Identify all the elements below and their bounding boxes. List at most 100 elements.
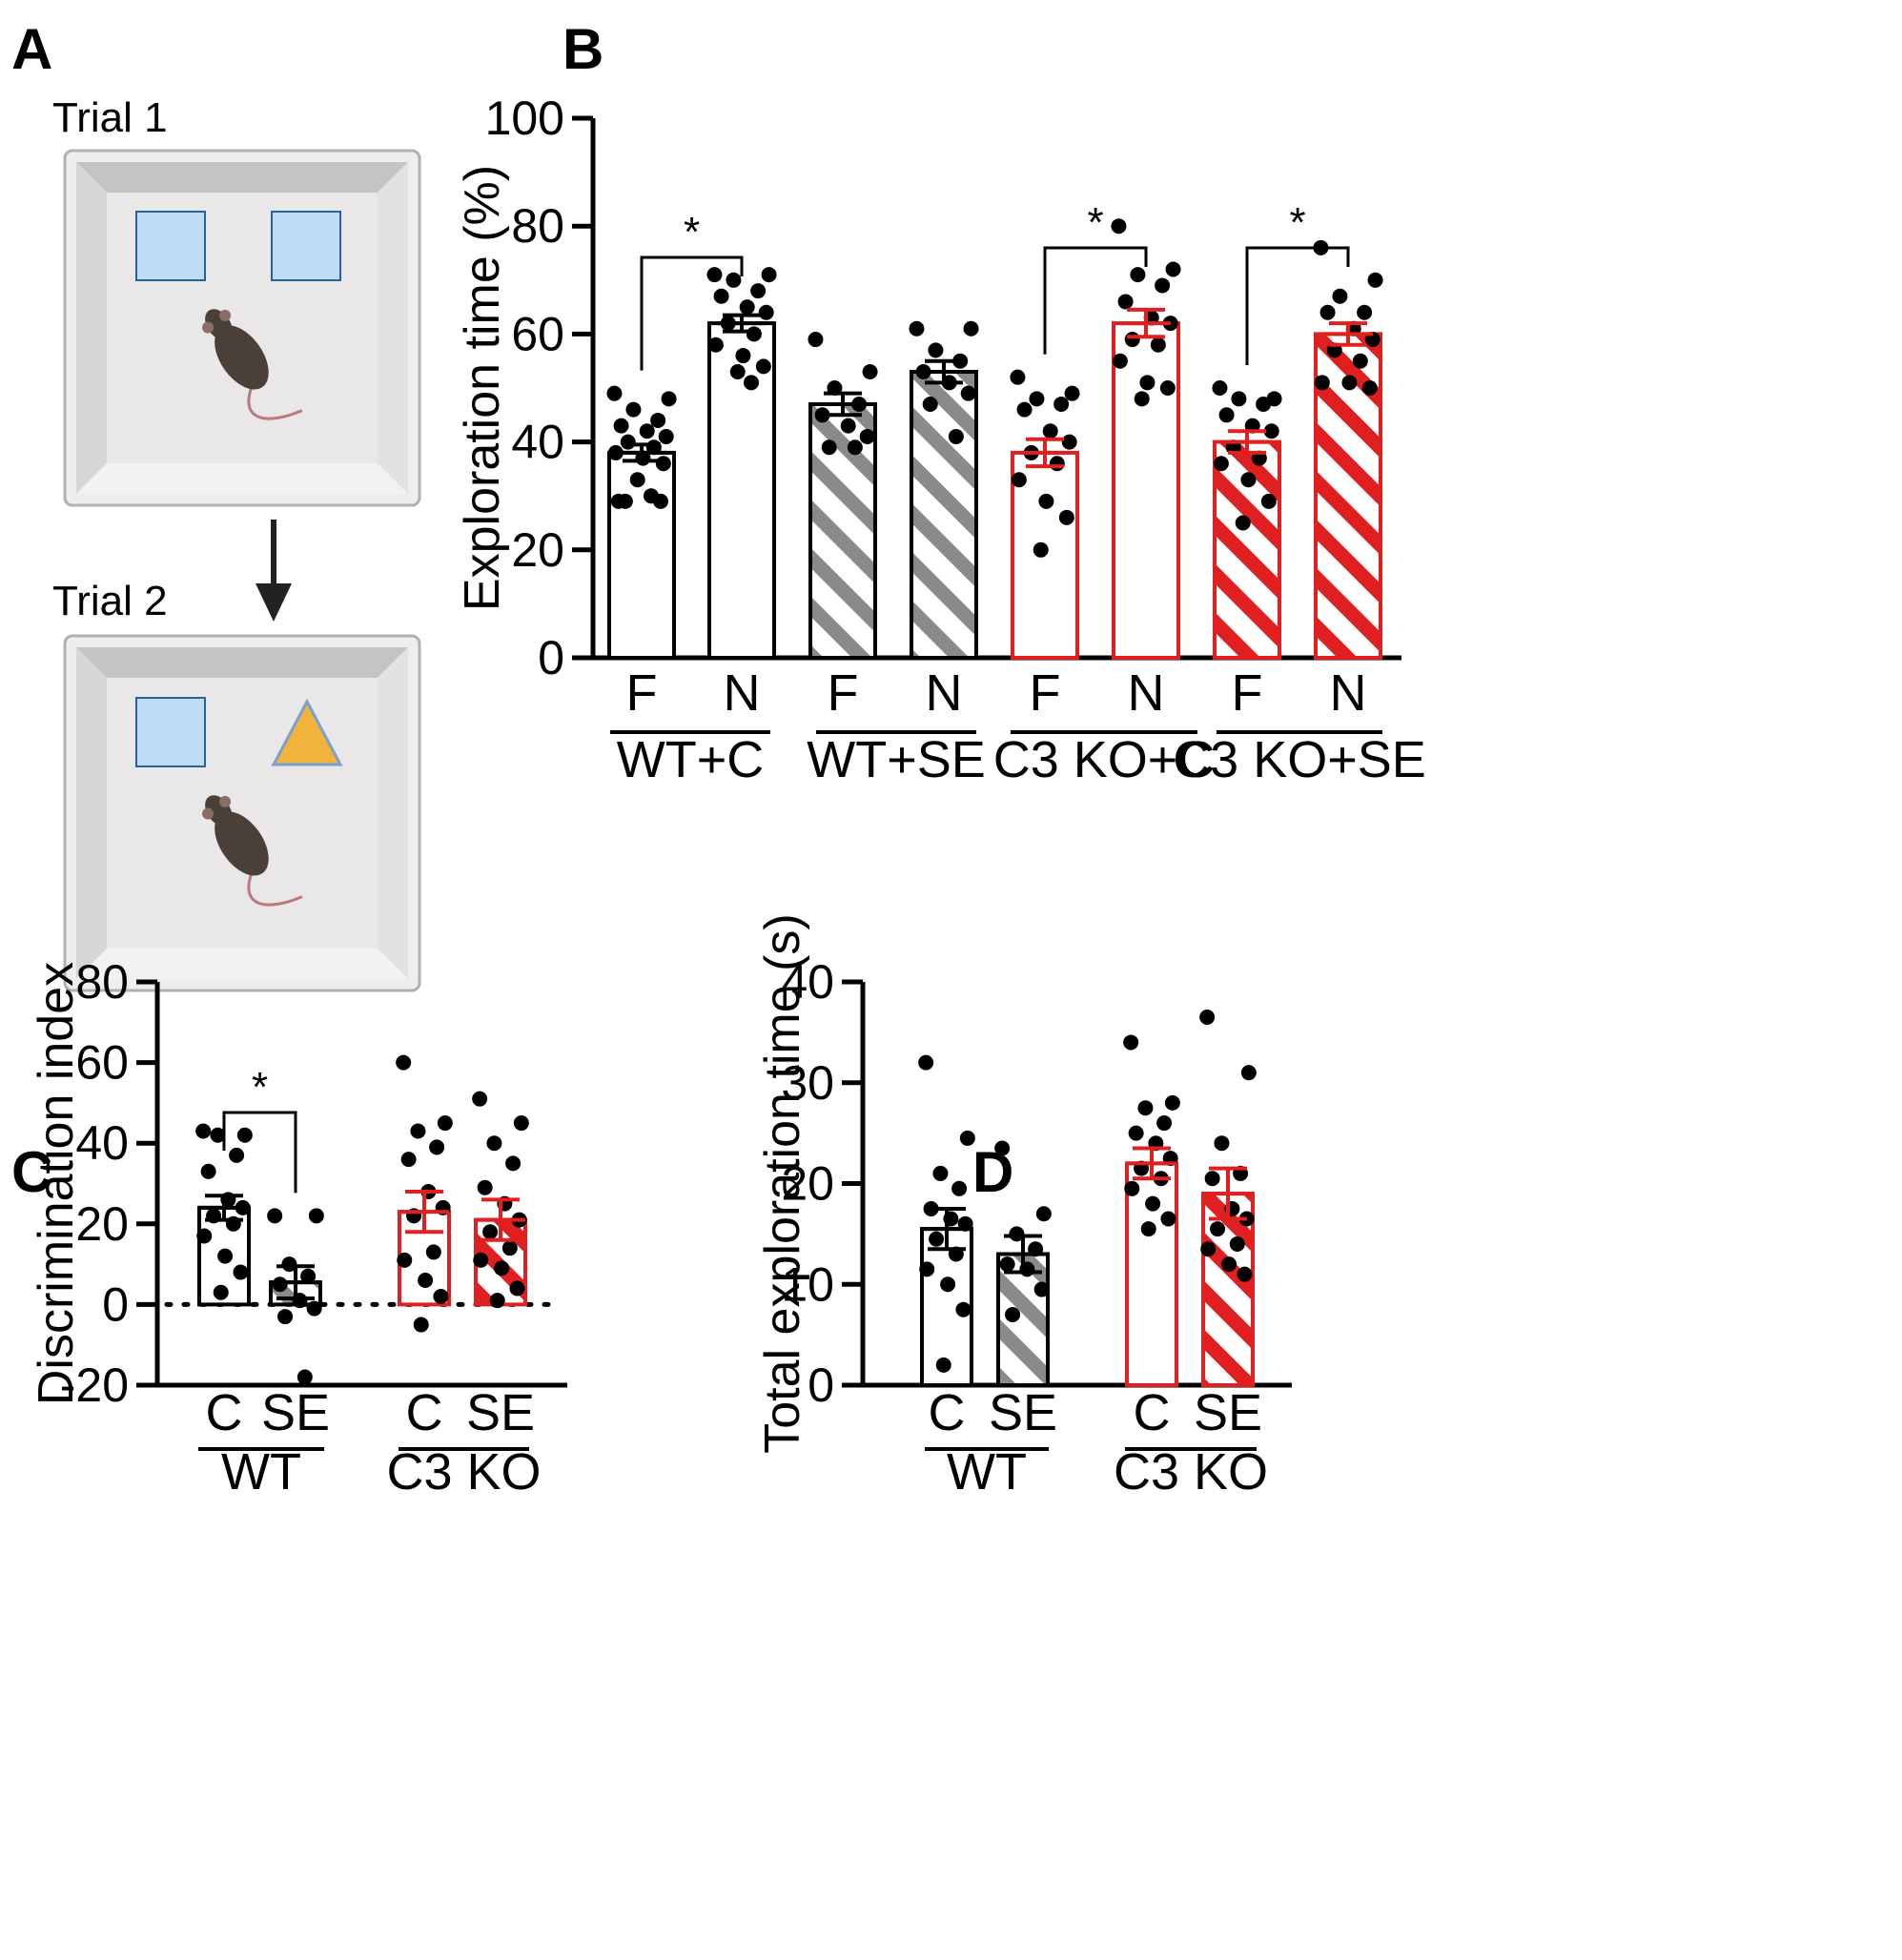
data-point (1240, 1065, 1257, 1081)
significance-star: * (252, 1064, 268, 1111)
y-tick-label: 10 (781, 1257, 834, 1311)
y-tick-label: 80 (75, 955, 129, 1009)
data-point (1260, 493, 1277, 509)
data-point (1029, 391, 1045, 407)
group-label: C3 KO+SE (1173, 731, 1426, 788)
data-point (1212, 380, 1228, 396)
data-point (1159, 380, 1176, 396)
data-point (707, 337, 724, 353)
data-point (1145, 1195, 1161, 1212)
data-point (477, 1179, 493, 1195)
data-point (489, 1293, 505, 1309)
mouse-icon (202, 309, 303, 420)
data-point (196, 1228, 213, 1244)
bar (607, 450, 676, 661)
bar (707, 321, 776, 660)
data-point (1111, 218, 1127, 235)
category-label: N (1330, 664, 1367, 722)
y-tick-label: -20 (60, 1358, 129, 1412)
data-point (743, 375, 759, 391)
data-point (909, 320, 925, 337)
data-point (1042, 423, 1058, 439)
data-point (994, 1140, 1011, 1156)
data-point (629, 472, 645, 488)
y-tick-label: 20 (781, 1157, 834, 1211)
data-point (750, 283, 767, 299)
panel-label-c: C (11, 1140, 52, 1204)
y-tick-label: 30 (781, 1056, 834, 1110)
category-label: N (724, 664, 761, 722)
data-point (229, 1147, 245, 1163)
y-tick-label: 40 (781, 955, 834, 1009)
data-point (1150, 337, 1166, 353)
data-point (236, 1127, 253, 1143)
category-label: C (1134, 1384, 1171, 1441)
data-point (1263, 423, 1279, 439)
data-point (625, 401, 642, 418)
data-point (1231, 391, 1247, 407)
data-point (739, 299, 755, 316)
data-point (1140, 1221, 1156, 1237)
data-point (1005, 1306, 1021, 1322)
y-tick-label: 0 (538, 631, 564, 684)
data-point (413, 1317, 429, 1333)
data-point (277, 1309, 294, 1325)
data-point (1033, 1281, 1050, 1297)
significance-bracket (222, 1111, 297, 1194)
category-label: SE (1194, 1384, 1262, 1441)
y-tick-label: 20 (511, 523, 564, 577)
data-point (200, 1163, 216, 1179)
category-label: F (626, 664, 658, 722)
group-label: WT+SE (807, 731, 986, 788)
data-point (755, 358, 771, 375)
familiar-object-2 (271, 211, 341, 281)
data-point (1319, 304, 1336, 320)
data-point (300, 1268, 317, 1284)
data-point (620, 434, 636, 450)
data-point (606, 385, 623, 401)
data-point (650, 412, 666, 428)
arena-trial1 (63, 149, 421, 507)
data-point (1235, 515, 1251, 531)
data-point (928, 342, 944, 358)
data-point (1128, 1125, 1144, 1141)
data-point (960, 385, 976, 401)
data-point (1061, 434, 1077, 450)
data-point (505, 1155, 522, 1172)
data-point (1010, 369, 1026, 385)
data-point (482, 1224, 499, 1240)
data-point (396, 1054, 412, 1071)
data-point (1035, 1206, 1052, 1222)
data-point (814, 407, 830, 423)
significance-bracket (1043, 246, 1148, 355)
category-label: C (206, 1384, 243, 1441)
data-point (1160, 1211, 1176, 1227)
data-point (1123, 1034, 1139, 1051)
data-point (217, 1248, 234, 1264)
data-point (1038, 493, 1054, 509)
data-point (429, 1139, 445, 1155)
data-point (1058, 509, 1074, 525)
data-point (1218, 407, 1235, 423)
category-label: SE (466, 1384, 535, 1441)
data-point (1200, 1241, 1217, 1257)
data-point (1213, 456, 1229, 472)
data-point (1124, 1180, 1140, 1196)
bar (996, 1252, 1050, 1388)
data-point (233, 1264, 249, 1280)
data-point (1361, 380, 1378, 396)
data-point (513, 1115, 529, 1132)
group-label: C3 KO+C (993, 731, 1216, 788)
data-point (746, 326, 762, 342)
data-point (410, 1123, 426, 1139)
data-point (437, 1115, 453, 1132)
data-point (1164, 1094, 1180, 1111)
data-point (922, 396, 938, 412)
bar (910, 370, 978, 660)
data-point (607, 444, 624, 460)
significance-bracket (640, 255, 744, 371)
data-point (1156, 1115, 1173, 1132)
category-label: N (926, 664, 963, 722)
category-label: SE (261, 1384, 330, 1441)
